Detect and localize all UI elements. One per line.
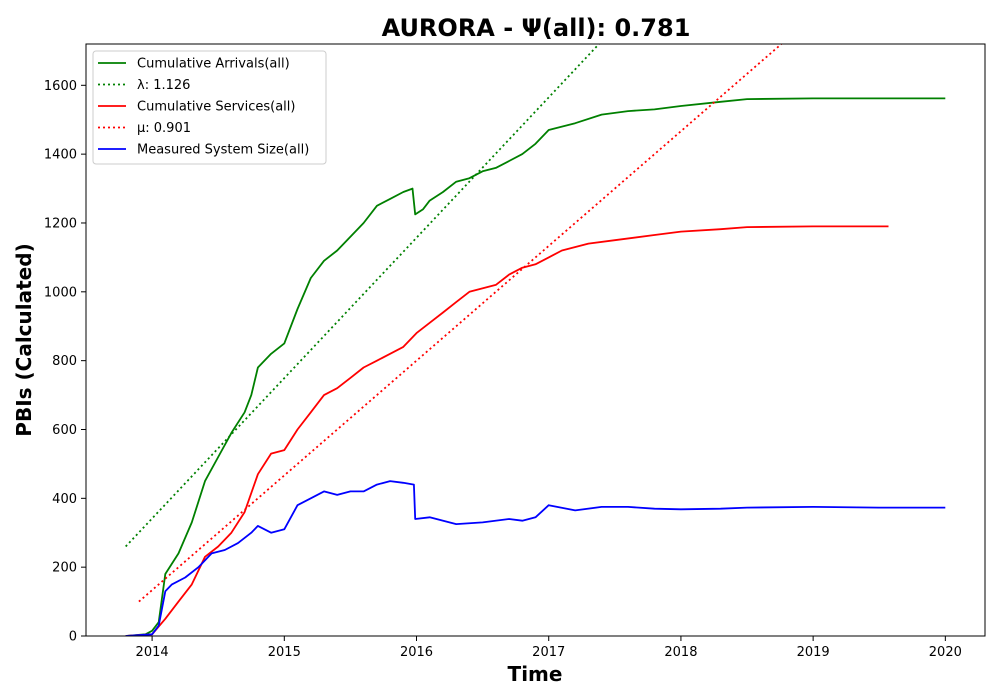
- series-line-3: [138, 44, 782, 603]
- series-line-2: [125, 225, 889, 636]
- x-tick-label: 2017: [532, 645, 565, 660]
- series-line-4: [125, 480, 946, 636]
- legend-label: Measured System Size(all): [137, 143, 309, 158]
- y-tick-label: 1200: [44, 216, 77, 231]
- y-tick-label: 0: [69, 630, 77, 645]
- x-tick-label: 2018: [664, 645, 697, 660]
- y-tick-label: 600: [52, 423, 77, 438]
- x-tick-label: 2014: [136, 645, 169, 660]
- y-tick-label: 1000: [44, 285, 77, 300]
- x-tick-label: 2020: [929, 645, 962, 660]
- y-axis: 0 200 400 600 800 1000 1200 1400 1600: [44, 79, 86, 645]
- plot-frame: [85, 43, 986, 637]
- legend-label: Cumulative Services(all): [137, 100, 295, 115]
- x-tick-label: 2016: [400, 645, 433, 660]
- x-axis-label: Time: [508, 662, 563, 686]
- legend-frame: [92, 50, 327, 165]
- legend-label: λ: 1.126: [137, 78, 190, 93]
- x-axis: 2014 2015 2016 2017 2018 2019 2020: [136, 636, 962, 660]
- x-tick-label: 2015: [268, 645, 301, 660]
- chart-title: AURORA - Ψ(all): 0.781: [382, 14, 691, 42]
- y-tick-label: 1400: [44, 148, 77, 163]
- legend-label: μ: 0.901: [137, 121, 191, 136]
- y-axis-label: PBIs (Calculated): [12, 243, 36, 436]
- series-line-1: [125, 44, 600, 548]
- legend: Cumulative Arrivals(all) λ: 1.126 Cumulati…: [92, 50, 327, 165]
- x-tick-label: 2019: [797, 645, 830, 660]
- series-line-0: [125, 97, 946, 636]
- legend-label: Cumulative Arrivals(all): [137, 57, 290, 72]
- y-tick-label: 1600: [44, 79, 77, 94]
- y-tick-label: 400: [52, 492, 77, 507]
- y-tick-label: 800: [52, 354, 77, 369]
- plot-area: [125, 44, 946, 636]
- y-tick-label: 200: [52, 561, 77, 576]
